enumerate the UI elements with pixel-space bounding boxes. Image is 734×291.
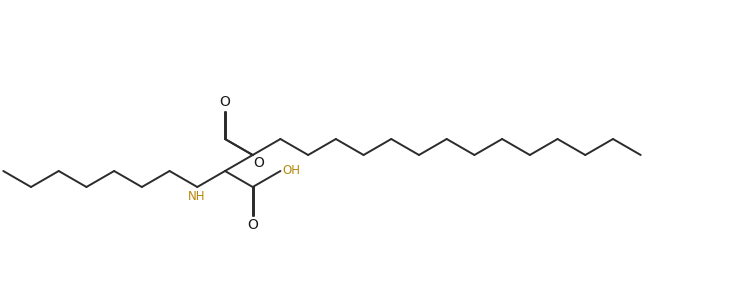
Text: NH: NH [188, 190, 206, 203]
Text: O: O [254, 156, 264, 170]
Text: O: O [219, 95, 230, 109]
Text: OH: OH [282, 164, 300, 178]
Text: O: O [247, 218, 258, 232]
